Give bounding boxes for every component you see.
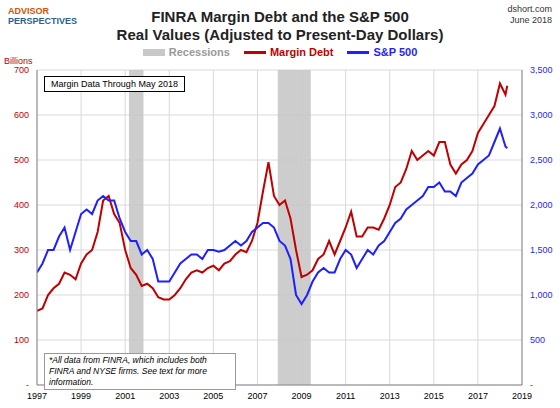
html-text:Billions: Billions (4, 56, 33, 66)
svg-text:2015: 2015 (424, 391, 444, 401)
svg-text:100: 100 (14, 335, 29, 345)
html-text:*All data from FINRA, which in: *All data from FINRA, which includes bot… (49, 355, 207, 387)
svg-text:400: 400 (14, 200, 29, 210)
svg-text:2009: 2009 (292, 391, 312, 401)
svg-text:2005: 2005 (203, 391, 223, 401)
svg-text:200: 200 (14, 290, 29, 300)
svg-text:3,000: 3,000 (530, 110, 552, 120)
svg-text:1997: 1997 (27, 391, 47, 401)
svg-text:2013: 2013 (380, 391, 400, 401)
svg-text:700: 700 (14, 65, 29, 75)
svg-text:2,000: 2,000 (530, 200, 552, 210)
svg-text:2019: 2019 (512, 391, 532, 401)
svg-text:2007: 2007 (247, 391, 267, 401)
svg-text:600: 600 (14, 110, 29, 120)
svg-text:1,000: 1,000 (530, 290, 552, 300)
html-text:Real Values (Adjusted to Prese: Real Values (Adjusted to Present-Day Dol… (116, 26, 444, 43)
html-text:PERSPECTIVES: PERSPECTIVES (8, 16, 77, 26)
svg-text:500: 500 (530, 335, 545, 345)
svg-text:1,500: 1,500 (530, 245, 552, 255)
svg-text:2003: 2003 (159, 391, 179, 401)
html-text:FINRA Margin Debt and the S&P: FINRA Margin Debt and the S&P 500 (151, 8, 409, 25)
svg-text:2011: 2011 (336, 391, 355, 401)
svg-text:-: - (530, 380, 533, 390)
html-text:June 2018: June 2018 (510, 15, 552, 25)
svg-text:2,500: 2,500 (530, 155, 552, 165)
svg-text:2001: 2001 (115, 391, 135, 401)
svg-text:500: 500 (14, 155, 29, 165)
svg-text:2017: 2017 (468, 391, 488, 401)
html-text:Margin Data Through May 2018: Margin Data Through May 2018 (51, 79, 178, 89)
svg-text:-: - (26, 380, 29, 390)
html-text:Margin Debt: Margin Debt (269, 46, 334, 58)
svg-text:1999: 1999 (71, 391, 91, 401)
html-text:dshort.com: dshort.com (507, 4, 552, 14)
html-text:S&P 500: S&P 500 (373, 46, 418, 58)
html-text:ADVISOR: ADVISOR (8, 6, 49, 16)
svg-text:3,500: 3,500 (530, 65, 552, 75)
html-text:Recessions: Recessions (168, 46, 230, 58)
svg-text:300: 300 (14, 245, 29, 255)
